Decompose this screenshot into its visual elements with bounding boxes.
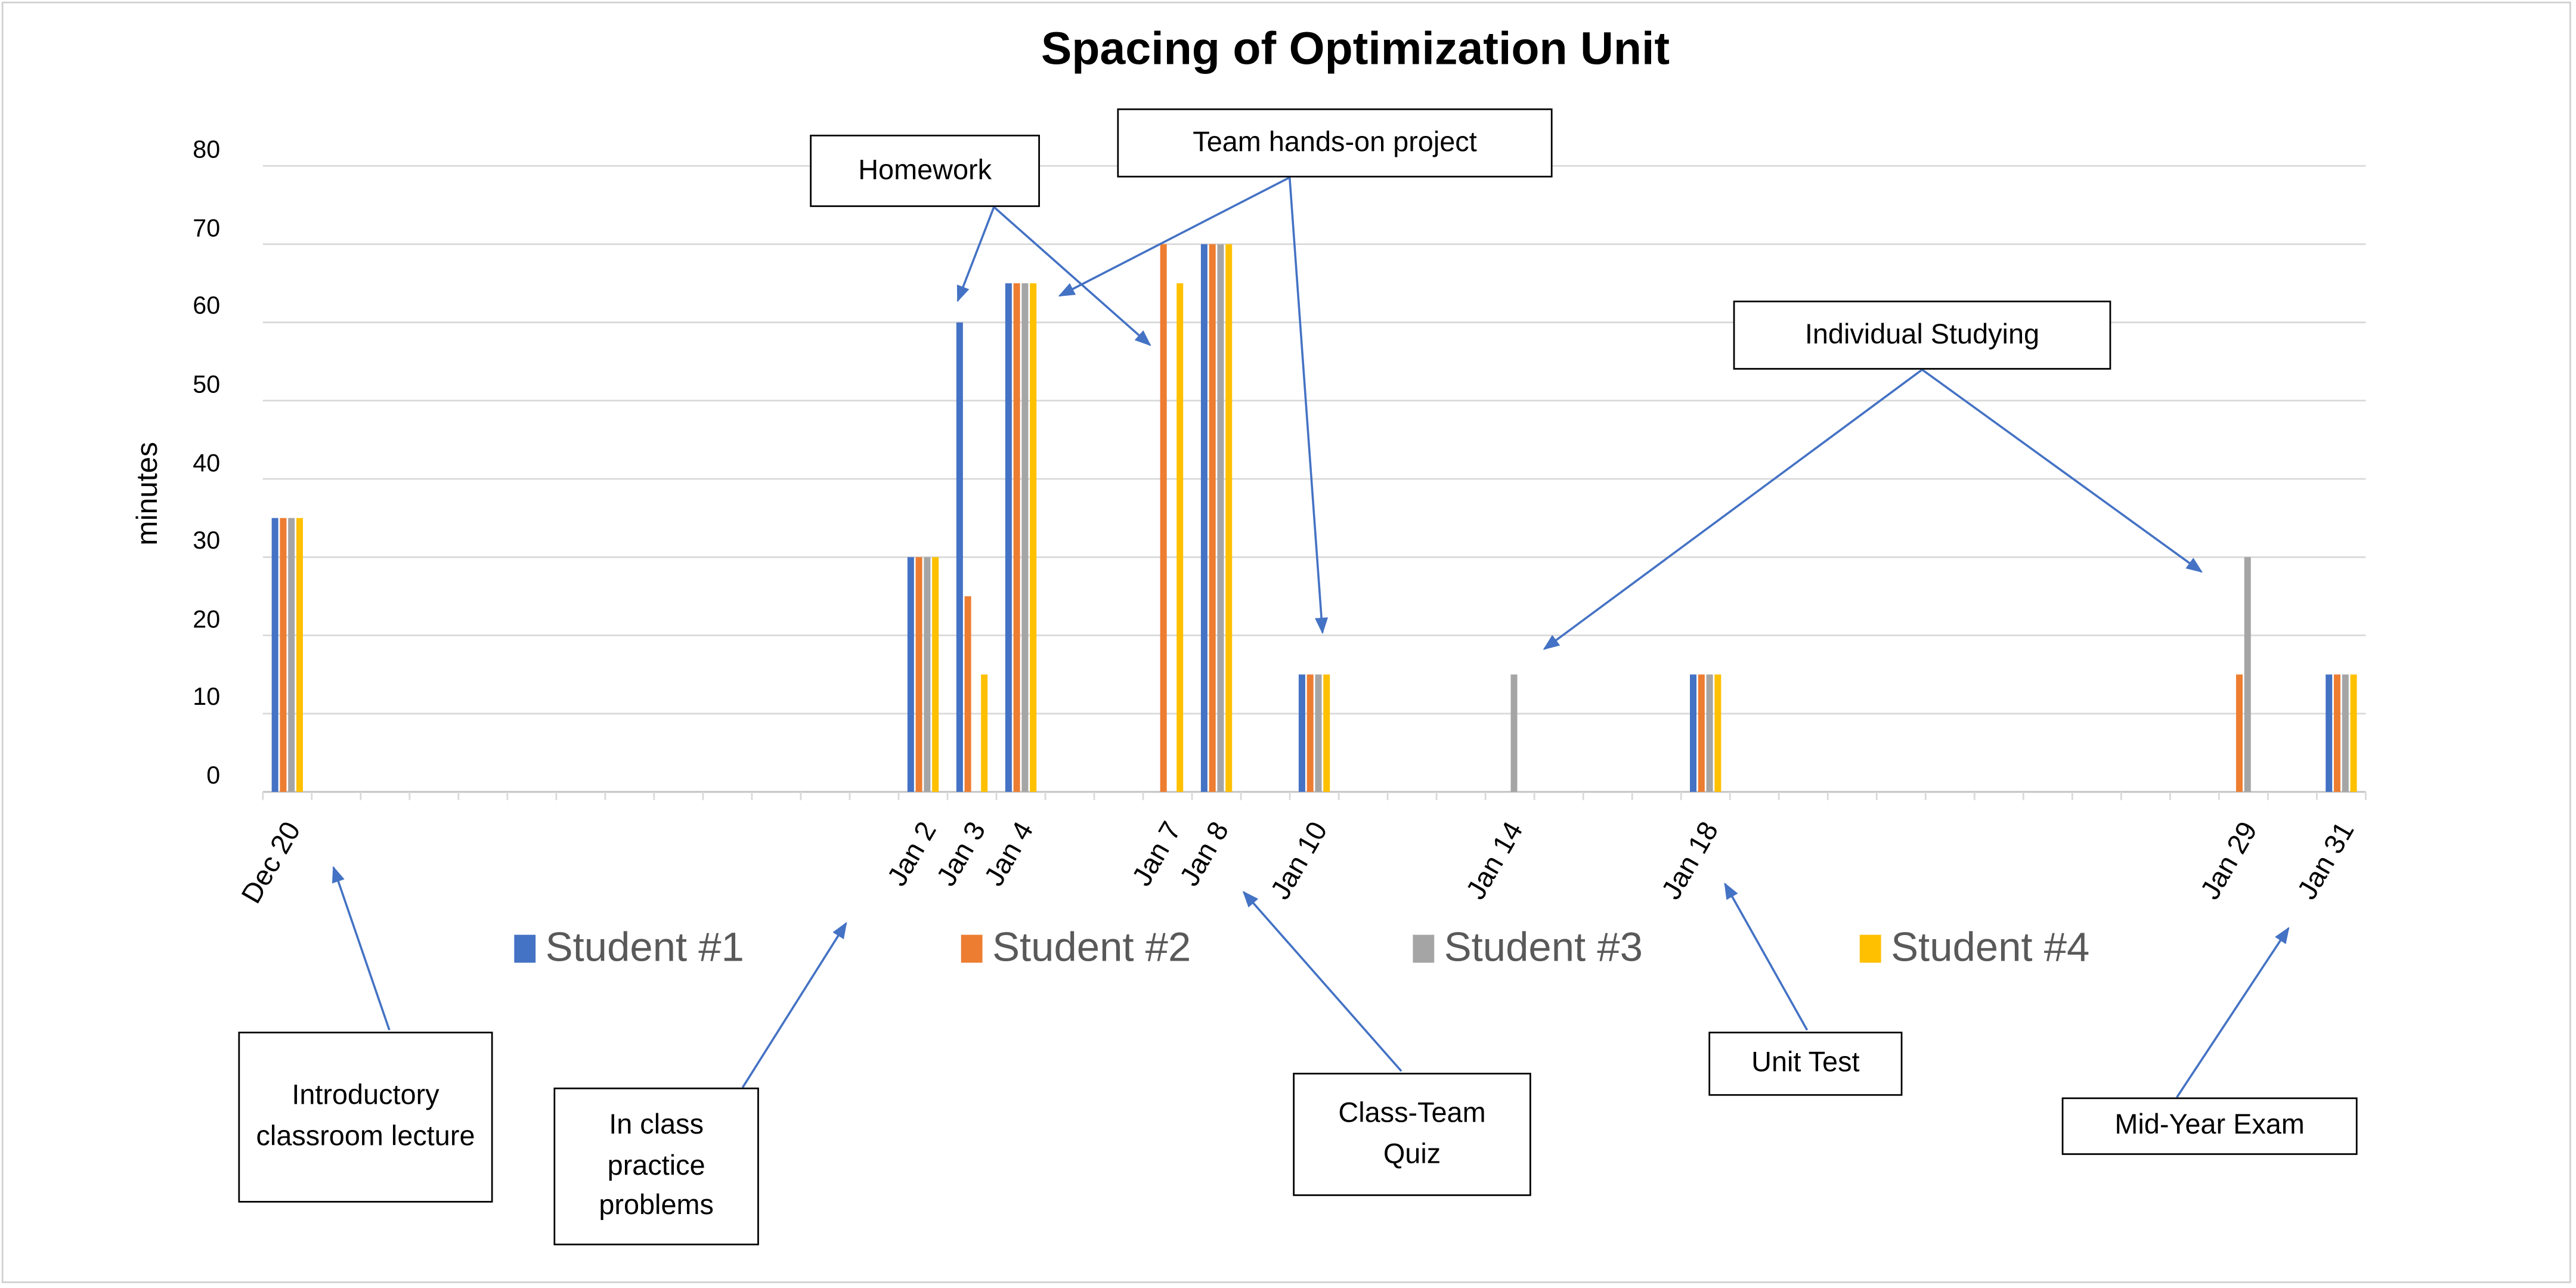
bar-student-4-jan-7 bbox=[1176, 283, 1184, 792]
bar-student-1-jan-4 bbox=[1005, 283, 1012, 792]
bar-student-3-jan-31 bbox=[2342, 674, 2349, 792]
bar-student-3-jan-29 bbox=[2244, 557, 2251, 792]
bar-student-4-dec-20 bbox=[296, 518, 303, 792]
bar-student-1-jan-18 bbox=[1690, 674, 1697, 792]
legend-item: Student #4 bbox=[1859, 925, 2090, 973]
legend-label: Student #4 bbox=[1891, 925, 2090, 971]
bar-student-2-jan-7 bbox=[1160, 244, 1167, 792]
bar-student-3-jan-2 bbox=[924, 557, 931, 792]
bar-student-4-jan-8 bbox=[1225, 244, 1233, 792]
annotation-arrow bbox=[332, 866, 391, 1031]
annotation-team-project: Team hands-on project bbox=[1117, 108, 1553, 178]
annotation-arrow bbox=[1921, 369, 2203, 573]
bar-student-4-jan-2 bbox=[932, 557, 939, 792]
bar-student-3-jan-14 bbox=[1510, 674, 1518, 792]
bar-student-1-jan-10 bbox=[1298, 674, 1305, 792]
bar-student-4-jan-4 bbox=[1030, 283, 1037, 792]
bar-student-4-jan-18 bbox=[1714, 674, 1722, 792]
bar-student-4-jan-3 bbox=[981, 674, 988, 792]
annotation-mid-year-exam: Mid-Year Exam bbox=[2061, 1097, 2358, 1155]
bar-student-2-dec-20 bbox=[280, 518, 287, 792]
chart-title: Spacing of Optimization Unit bbox=[1041, 23, 1670, 74]
bar-student-2-jan-18 bbox=[1698, 674, 1705, 792]
bar-student-1-dec-20 bbox=[271, 518, 278, 792]
annotation-unit-test: Unit Test bbox=[1708, 1032, 1903, 1096]
bar-student-3-dec-20 bbox=[288, 518, 295, 792]
annotation-arrow bbox=[1058, 176, 1290, 297]
y-tick-label: 10 bbox=[193, 684, 221, 712]
bar-student-2-jan-10 bbox=[1306, 674, 1314, 792]
bar-student-1-jan-3 bbox=[956, 322, 963, 792]
annotation-arrow bbox=[741, 922, 847, 1088]
y-tick-label: 80 bbox=[193, 136, 221, 165]
y-tick-label: 20 bbox=[193, 605, 221, 634]
y-tick-label: 40 bbox=[193, 449, 221, 478]
legend-label: Student #2 bbox=[992, 925, 1191, 971]
bar-student-3-jan-8 bbox=[1217, 244, 1224, 792]
bar-student-1-jan-31 bbox=[2326, 674, 2333, 792]
legend-swatch bbox=[1859, 934, 1881, 963]
bar-student-4-jan-10 bbox=[1323, 674, 1330, 792]
bar-student-2-jan-3 bbox=[964, 596, 971, 792]
legend-swatch bbox=[514, 934, 536, 963]
y-tick-label: 50 bbox=[193, 371, 221, 400]
bar-student-2-jan-29 bbox=[2236, 674, 2243, 792]
legend-swatch bbox=[961, 934, 983, 963]
y-tick-label: 60 bbox=[193, 293, 221, 321]
y-tick-label: 30 bbox=[193, 527, 221, 556]
annotation-arrow bbox=[956, 206, 995, 302]
legend-item: Student #1 bbox=[514, 925, 744, 973]
bar-student-1-jan-8 bbox=[1200, 244, 1208, 792]
legend-swatch bbox=[1413, 934, 1435, 963]
bar-student-4-jan-31 bbox=[2350, 674, 2357, 792]
bar-student-3-jan-10 bbox=[1315, 674, 1322, 792]
annotation-intro-lecture: Introductory classroom lecture bbox=[238, 1032, 493, 1203]
bar-student-1-jan-2 bbox=[907, 557, 914, 792]
bar-student-2-jan-2 bbox=[915, 557, 922, 792]
annotation-arrow bbox=[993, 206, 1151, 346]
annotation-homework: Homework bbox=[810, 134, 1040, 208]
annotation-arrow bbox=[1288, 177, 1329, 634]
annotation-arrow bbox=[1242, 890, 1402, 1072]
legend-item: Student #2 bbox=[961, 925, 1191, 973]
y-tick-label: 0 bbox=[206, 762, 221, 791]
bar-student-2-jan-8 bbox=[1209, 244, 1216, 792]
legend-item: Student #3 bbox=[1413, 925, 1643, 973]
annotation-class-team-quiz: Class-Team Quiz bbox=[1293, 1073, 1531, 1196]
annotation-arrow bbox=[2176, 927, 2290, 1098]
bar-student-3-jan-18 bbox=[1706, 674, 1713, 792]
legend-label: Student #3 bbox=[1444, 925, 1643, 971]
bar-student-3-jan-4 bbox=[1021, 283, 1029, 792]
annotation-arrow bbox=[1543, 369, 1923, 650]
annotation-practice-problems: In class practice problems bbox=[553, 1087, 759, 1246]
bar-student-2-jan-4 bbox=[1013, 283, 1020, 792]
annotation-individual-studying: Individual Studying bbox=[1733, 301, 2111, 370]
legend-label: Student #1 bbox=[545, 925, 744, 971]
y-tick-label: 70 bbox=[193, 214, 221, 243]
annotation-arrow bbox=[1724, 882, 1809, 1031]
bar-student-2-jan-31 bbox=[2333, 674, 2340, 792]
